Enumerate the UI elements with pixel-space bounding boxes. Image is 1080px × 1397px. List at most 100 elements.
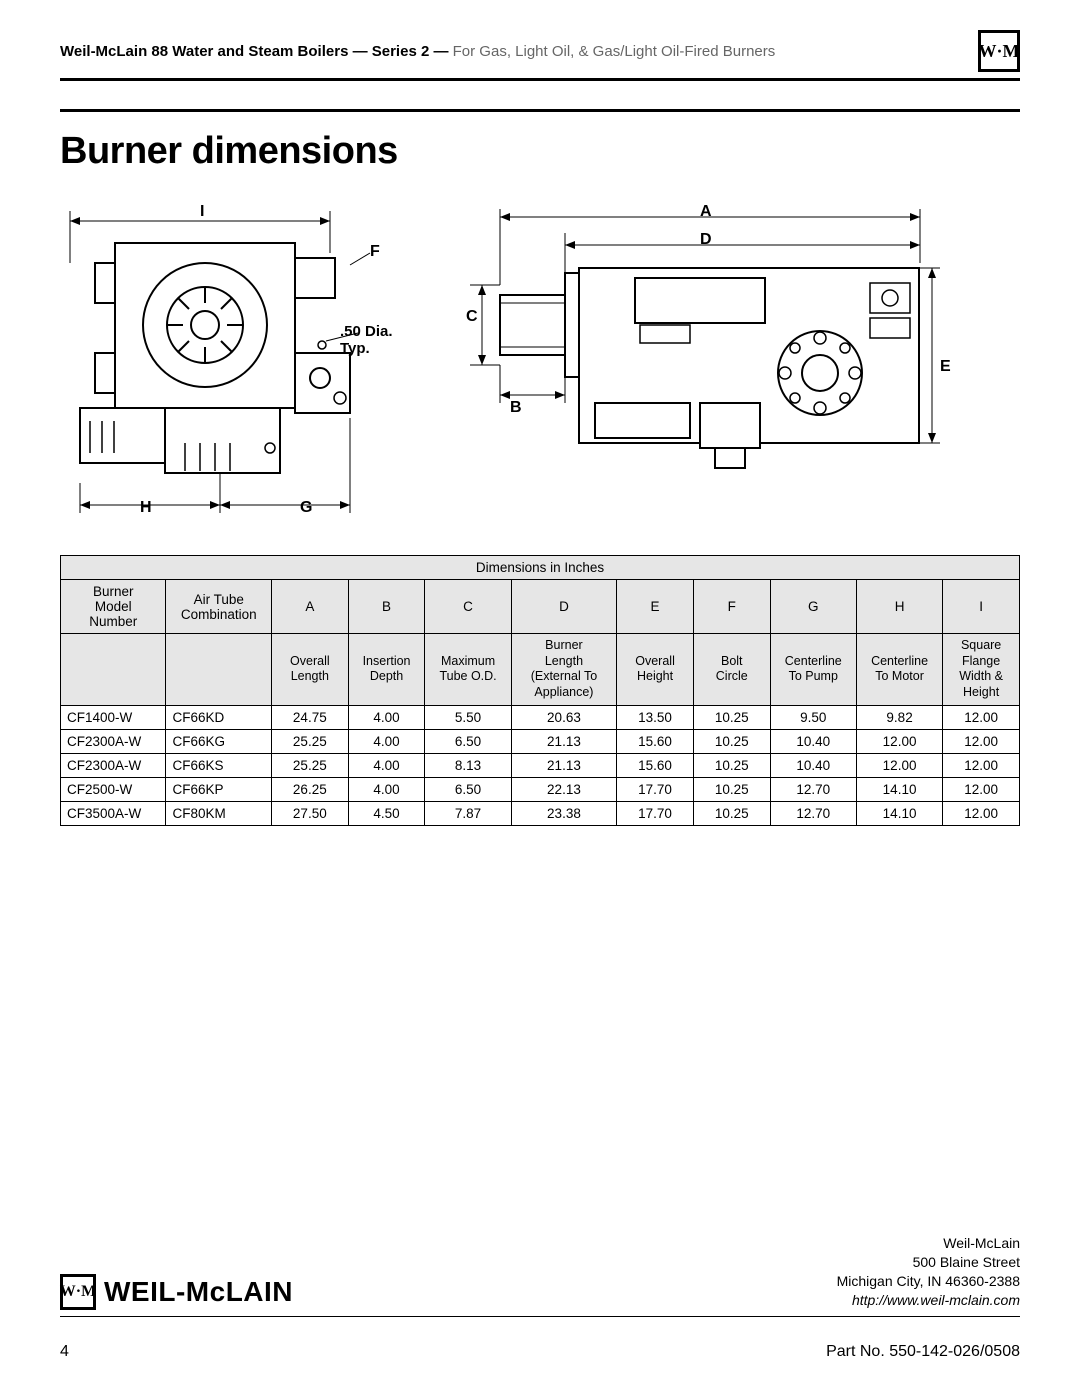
table-cell: 10.25: [693, 801, 770, 825]
table-cell: 17.70: [617, 801, 694, 825]
table-cell: 14.10: [856, 777, 942, 801]
table-cell: 4.50: [348, 801, 425, 825]
table-columns-row: BurnerModelNumberAir TubeCombinationABCD…: [61, 580, 1020, 634]
diagram-right-svg: [440, 203, 960, 523]
table-subcol-2: OverallLength: [271, 634, 348, 706]
table-cell: 8.13: [425, 753, 511, 777]
label-F: F: [370, 243, 380, 261]
dimensions-table: Dimensions in Inches BurnerModelNumberAi…: [60, 555, 1020, 826]
table-subcol-5: BurnerLength(External ToAppliance): [511, 634, 616, 706]
table-cell: CF66KP: [166, 777, 271, 801]
table-subcol-8: CenterlineTo Pump: [770, 634, 856, 706]
table-col-6: E: [617, 580, 694, 634]
table-cell: 9.82: [856, 705, 942, 729]
table-cell: CF2500-W: [61, 777, 166, 801]
table-cell: 4.00: [348, 777, 425, 801]
table-cell: 12.00: [943, 777, 1020, 801]
table-cell: 10.25: [693, 729, 770, 753]
table-cell: 12.00: [943, 705, 1020, 729]
table-cell: 9.50: [770, 705, 856, 729]
header-logo: W·M: [978, 30, 1020, 72]
table-cell: 15.60: [617, 729, 694, 753]
table-col-2: A: [271, 580, 348, 634]
table-row: CF2300A-WCF66KG25.254.006.5021.1315.6010…: [61, 729, 1020, 753]
table-cell: 23.38: [511, 801, 616, 825]
table-cell: 6.50: [425, 777, 511, 801]
footer-street: 500 Blaine Street: [837, 1253, 1020, 1272]
footer-address: Weil-McLain 500 Blaine Street Michigan C…: [837, 1234, 1020, 1310]
table-cell: CF66KS: [166, 753, 271, 777]
label-A: A: [700, 203, 712, 221]
label-D: D: [700, 231, 712, 249]
table-caption: Dimensions in Inches: [61, 556, 1020, 580]
footer-brand: WEIL-McLAIN: [104, 1276, 293, 1308]
table-cell: 10.25: [693, 705, 770, 729]
table-col-10: I: [943, 580, 1020, 634]
diagram-left-svg: [60, 203, 400, 523]
diagram-left: I F H G .50 Dia. Typ.: [60, 203, 400, 523]
table-subcol-9: CenterlineTo Motor: [856, 634, 942, 706]
table-cell: 12.70: [770, 801, 856, 825]
footer-company: Weil-McLain: [837, 1234, 1020, 1253]
diagram-right: A D C B E: [440, 203, 960, 523]
header-logo-text: W·M: [979, 41, 1020, 62]
table-cell: 24.75: [271, 705, 348, 729]
table-cell: 10.25: [693, 753, 770, 777]
table-subcol-1: [166, 634, 271, 706]
table-cell: 10.40: [770, 729, 856, 753]
diagram-row: I F H G .50 Dia. Typ.: [60, 203, 1020, 533]
page-header: Weil-McLain 88 Water and Steam Boilers —…: [60, 30, 1020, 81]
table-cell: 17.70: [617, 777, 694, 801]
table-col-4: C: [425, 580, 511, 634]
table-cell: 12.00: [856, 729, 942, 753]
table-cell: 7.87: [425, 801, 511, 825]
page-footer: W·M WEIL-McLAIN Weil-McLain 500 Blaine S…: [60, 1234, 1020, 1317]
table-cell: CF2300A-W: [61, 753, 166, 777]
table-cell: 22.13: [511, 777, 616, 801]
table-subcol-7: BoltCircle: [693, 634, 770, 706]
table-cell: 12.00: [943, 801, 1020, 825]
rule-under-header: [60, 109, 1020, 112]
table-col-7: F: [693, 580, 770, 634]
table-cell: 5.50: [425, 705, 511, 729]
table-cell: 27.50: [271, 801, 348, 825]
table-subcol-6: OverallHeight: [617, 634, 694, 706]
dimensions-table-wrap: Dimensions in Inches BurnerModelNumberAi…: [60, 555, 1020, 826]
table-row: CF1400-WCF66KD24.754.005.5020.6313.5010.…: [61, 705, 1020, 729]
table-cell: 6.50: [425, 729, 511, 753]
table-cell: 25.25: [271, 753, 348, 777]
table-cell: 4.00: [348, 729, 425, 753]
footer-logo-text: W·M: [60, 1283, 96, 1301]
table-cell: 26.25: [271, 777, 348, 801]
table-cell: 12.00: [856, 753, 942, 777]
table-cell: 25.25: [271, 729, 348, 753]
label-H: H: [140, 499, 152, 517]
label-G: G: [300, 499, 312, 517]
table-subcol-0: [61, 634, 166, 706]
table-cell: CF66KG: [166, 729, 271, 753]
table-subheaders-row: OverallLengthInsertionDepthMaximumTube O…: [61, 634, 1020, 706]
table-subcol-10: SquareFlangeWidth &Height: [943, 634, 1020, 706]
header-title: Weil-McLain 88 Water and Steam Boilers —…: [60, 43, 775, 60]
page-number: 4: [60, 1343, 69, 1361]
header-light: For Gas, Light Oil, & Gas/Light Oil-Fire…: [448, 43, 775, 60]
table-cell: 21.13: [511, 729, 616, 753]
label-B: B: [510, 399, 522, 417]
table-col-8: G: [770, 580, 856, 634]
label-E: E: [940, 358, 951, 376]
footer-url: http://www.weil-mclain.com: [837, 1291, 1020, 1310]
label-I: I: [200, 203, 204, 221]
table-cell: 12.00: [943, 729, 1020, 753]
table-cell: CF2300A-W: [61, 729, 166, 753]
table-cell: 4.00: [348, 753, 425, 777]
table-col-1: Air TubeCombination: [166, 580, 271, 634]
table-cell: 21.13: [511, 753, 616, 777]
footer-logo-box: W·M: [60, 1274, 96, 1310]
table-col-3: B: [348, 580, 425, 634]
table-subcol-3: InsertionDepth: [348, 634, 425, 706]
page-title: Burner dimensions: [60, 130, 1020, 173]
footer-logo-block: W·M WEIL-McLAIN: [60, 1274, 293, 1310]
table-cell: CF80KM: [166, 801, 271, 825]
table-cell: 12.70: [770, 777, 856, 801]
table-cell: CF3500A-W: [61, 801, 166, 825]
